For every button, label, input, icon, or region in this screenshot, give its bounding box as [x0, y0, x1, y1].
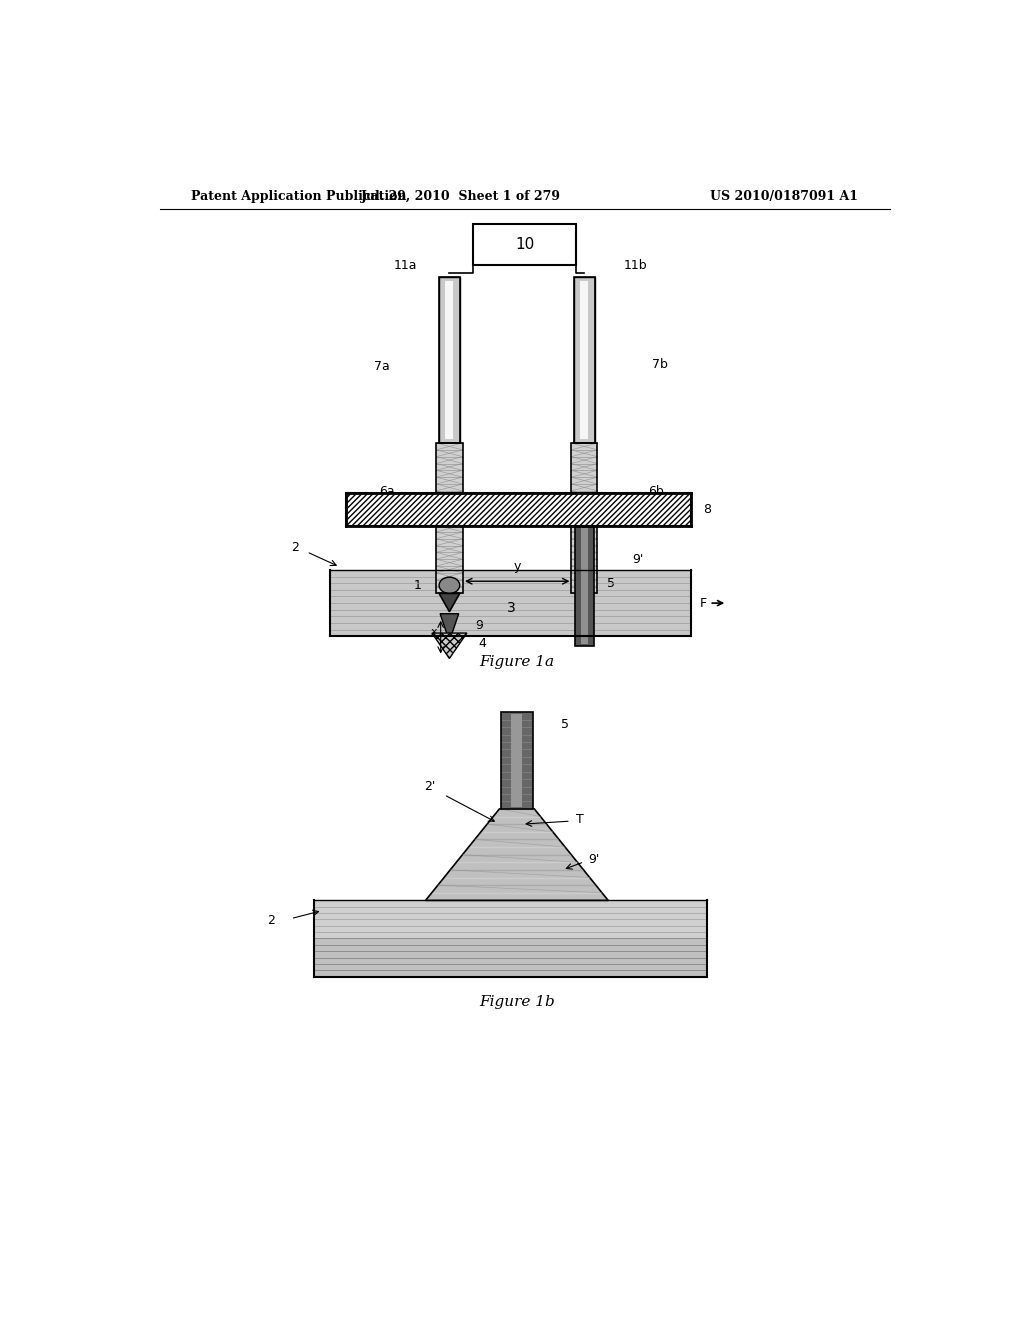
Text: 11b: 11b	[624, 259, 648, 272]
Text: 10: 10	[515, 238, 535, 252]
Text: 5: 5	[560, 718, 568, 731]
Bar	[574, 277, 595, 444]
Bar	[436, 444, 463, 594]
Polygon shape	[426, 809, 608, 900]
Bar	[581, 528, 588, 644]
Text: 7b: 7b	[652, 358, 668, 371]
Text: 7a: 7a	[374, 360, 390, 374]
Text: 1: 1	[414, 578, 422, 591]
Bar	[511, 714, 522, 807]
Bar	[574, 527, 594, 647]
Text: 4: 4	[479, 636, 486, 649]
Text: Jul. 29, 2010  Sheet 1 of 279: Jul. 29, 2010 Sheet 1 of 279	[361, 190, 561, 202]
Text: 8: 8	[703, 503, 712, 516]
Polygon shape	[439, 594, 460, 611]
Text: 11a: 11a	[394, 259, 418, 272]
Text: 2: 2	[267, 915, 274, 927]
Bar	[346, 492, 691, 527]
Bar	[473, 224, 577, 265]
Bar	[439, 277, 460, 444]
Bar	[439, 277, 460, 444]
Bar	[571, 444, 597, 594]
Bar	[346, 492, 691, 527]
Bar	[445, 281, 454, 440]
Text: 5: 5	[606, 577, 614, 590]
Bar	[314, 900, 708, 939]
Bar	[501, 713, 532, 809]
Text: 2: 2	[291, 541, 299, 554]
Text: T: T	[577, 813, 584, 825]
Polygon shape	[432, 634, 467, 659]
Text: 9': 9'	[632, 553, 643, 566]
Bar	[574, 527, 594, 647]
Text: x: x	[431, 627, 437, 638]
Text: y: y	[513, 560, 520, 573]
Text: 3: 3	[507, 601, 515, 615]
Text: Patent Application Publication: Patent Application Publication	[191, 190, 407, 202]
Text: 6a: 6a	[379, 486, 394, 498]
Text: 6b: 6b	[648, 486, 665, 498]
Text: Figure 1a: Figure 1a	[479, 655, 554, 668]
Bar	[574, 277, 595, 444]
Text: US 2010/0187091 A1: US 2010/0187091 A1	[710, 190, 858, 202]
Text: Figure 1b: Figure 1b	[479, 995, 555, 1008]
Bar	[436, 444, 463, 594]
Text: F: F	[699, 597, 723, 610]
Text: 9: 9	[475, 619, 482, 632]
Text: 9': 9'	[588, 853, 600, 866]
Bar	[314, 939, 708, 977]
Ellipse shape	[439, 577, 460, 594]
Bar	[501, 713, 532, 809]
Bar	[571, 444, 597, 594]
Text: 2': 2'	[424, 780, 435, 793]
Bar	[581, 281, 588, 440]
Polygon shape	[440, 614, 459, 642]
Bar	[331, 570, 691, 636]
